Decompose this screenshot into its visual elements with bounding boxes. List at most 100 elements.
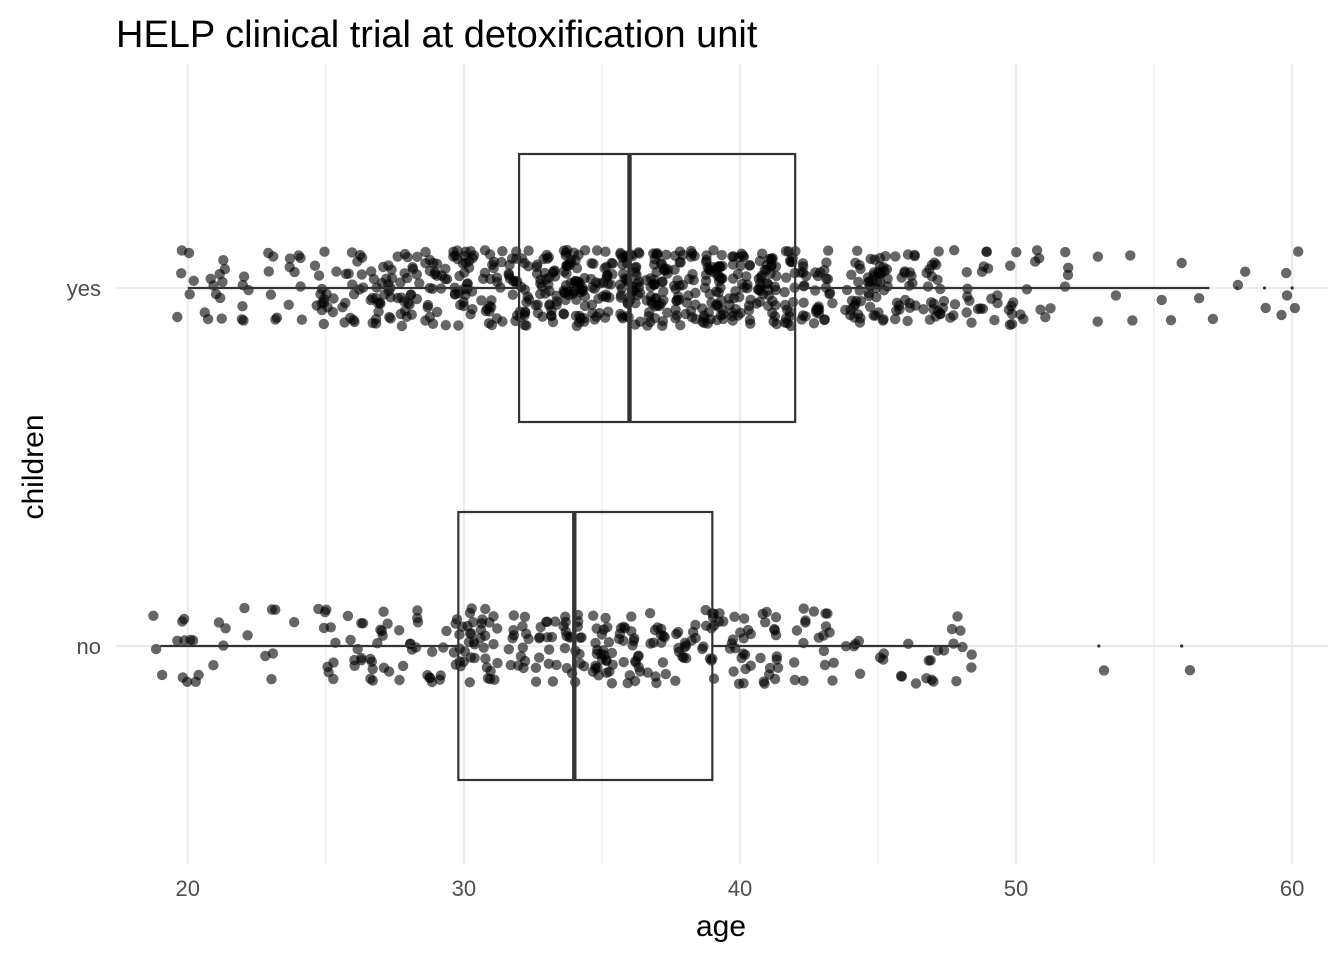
jitter-point xyxy=(454,270,465,282)
jitter-point xyxy=(677,249,689,261)
jitter-point xyxy=(819,314,830,326)
box-outlier xyxy=(1180,644,1184,648)
jitter-point xyxy=(862,277,874,288)
jitter-point xyxy=(435,670,446,681)
jitter-point xyxy=(543,658,554,669)
jitter-point xyxy=(378,662,390,673)
jitter-point xyxy=(849,312,860,323)
jitter-point xyxy=(628,635,639,646)
jitter-point xyxy=(1098,665,1110,676)
jitter-point xyxy=(758,676,769,687)
jitter-point xyxy=(1289,302,1301,314)
jitter-point xyxy=(874,252,886,264)
jitter-point xyxy=(519,655,531,667)
jitter-point xyxy=(1021,284,1033,295)
jitter-point xyxy=(896,671,908,682)
jitter-point xyxy=(661,249,672,260)
jitter-point xyxy=(890,313,901,325)
jitter-point xyxy=(573,249,584,261)
jitter-point xyxy=(1281,290,1293,301)
y-axis-title: children xyxy=(17,414,50,519)
jitter-point xyxy=(868,267,880,278)
jitter-point xyxy=(955,625,966,636)
jitter-point xyxy=(723,293,735,304)
jitter-point xyxy=(606,647,618,659)
jitter-point xyxy=(599,263,610,274)
jitter-point xyxy=(395,308,406,320)
jitter-point xyxy=(685,251,697,262)
jitter-point xyxy=(662,264,674,275)
jitter-point xyxy=(933,246,944,257)
jitter-point xyxy=(177,672,188,683)
jitter-point xyxy=(690,313,701,325)
jitter-point xyxy=(907,278,918,289)
jitter-point xyxy=(989,314,1000,326)
jitter-point xyxy=(475,624,487,635)
jitter-point xyxy=(558,309,570,320)
jitter-point xyxy=(795,267,806,278)
jitter-point xyxy=(480,603,491,615)
jitter-point xyxy=(633,662,644,673)
jitter-point xyxy=(1062,269,1074,281)
jitter-point xyxy=(238,271,250,282)
jitter-point xyxy=(781,272,792,283)
jitter-point xyxy=(543,644,555,655)
jitter-point xyxy=(852,245,863,256)
jitter-point xyxy=(870,310,881,321)
jitter-point xyxy=(199,307,210,318)
jitter-point xyxy=(650,293,662,305)
jitter-point xyxy=(188,275,199,286)
jitter-point xyxy=(851,295,862,307)
jitter-point xyxy=(356,652,367,664)
jitter-point xyxy=(270,314,281,325)
jitter-point xyxy=(485,673,496,685)
jitter-point xyxy=(745,660,756,671)
jitter-point xyxy=(414,278,425,289)
jitter-point xyxy=(760,617,771,628)
jitter-point xyxy=(348,289,360,300)
jitter-point xyxy=(727,259,739,270)
jitter-point xyxy=(808,318,820,329)
jitter-point xyxy=(706,261,718,273)
jitter-point xyxy=(535,288,546,300)
jitter-point xyxy=(373,306,384,317)
jitter-point xyxy=(486,295,497,306)
jitter-point xyxy=(208,280,219,291)
jitter-point xyxy=(296,314,308,325)
jitter-point xyxy=(431,306,443,318)
jitter-point xyxy=(538,253,549,265)
jitter-point xyxy=(193,669,204,681)
jitter-point xyxy=(1015,309,1026,320)
jitter-point xyxy=(356,269,367,280)
jitter-point xyxy=(590,660,601,671)
jitter-point xyxy=(558,266,570,277)
jitter-point xyxy=(382,618,393,629)
jitter-point xyxy=(713,287,724,298)
jitter-point xyxy=(779,287,790,298)
jitter-point xyxy=(547,316,559,328)
jitter-point xyxy=(521,320,532,331)
jitter-point xyxy=(266,604,278,615)
jitter-point xyxy=(243,284,254,296)
jitter-point xyxy=(587,282,598,293)
jitter-point xyxy=(877,315,889,326)
jitter-point xyxy=(771,270,782,282)
jitter-point xyxy=(754,296,765,307)
jitter-point xyxy=(744,260,756,271)
jitter-point xyxy=(394,625,405,636)
jitter-point xyxy=(591,623,602,634)
jitter-point xyxy=(767,307,778,319)
jitter-point xyxy=(743,300,755,311)
jitter-point xyxy=(535,274,546,285)
jitter-point xyxy=(697,643,708,655)
jitter-point xyxy=(598,645,609,656)
jitter-point xyxy=(559,287,570,299)
jitter-point xyxy=(818,630,829,641)
jitter-point xyxy=(289,266,300,278)
jitter-point xyxy=(1232,279,1244,291)
jitter-point xyxy=(961,307,972,318)
box-outlier xyxy=(1290,286,1294,290)
jitter-point xyxy=(841,284,853,296)
jitter-point xyxy=(523,633,534,645)
jitter-point xyxy=(827,298,838,309)
